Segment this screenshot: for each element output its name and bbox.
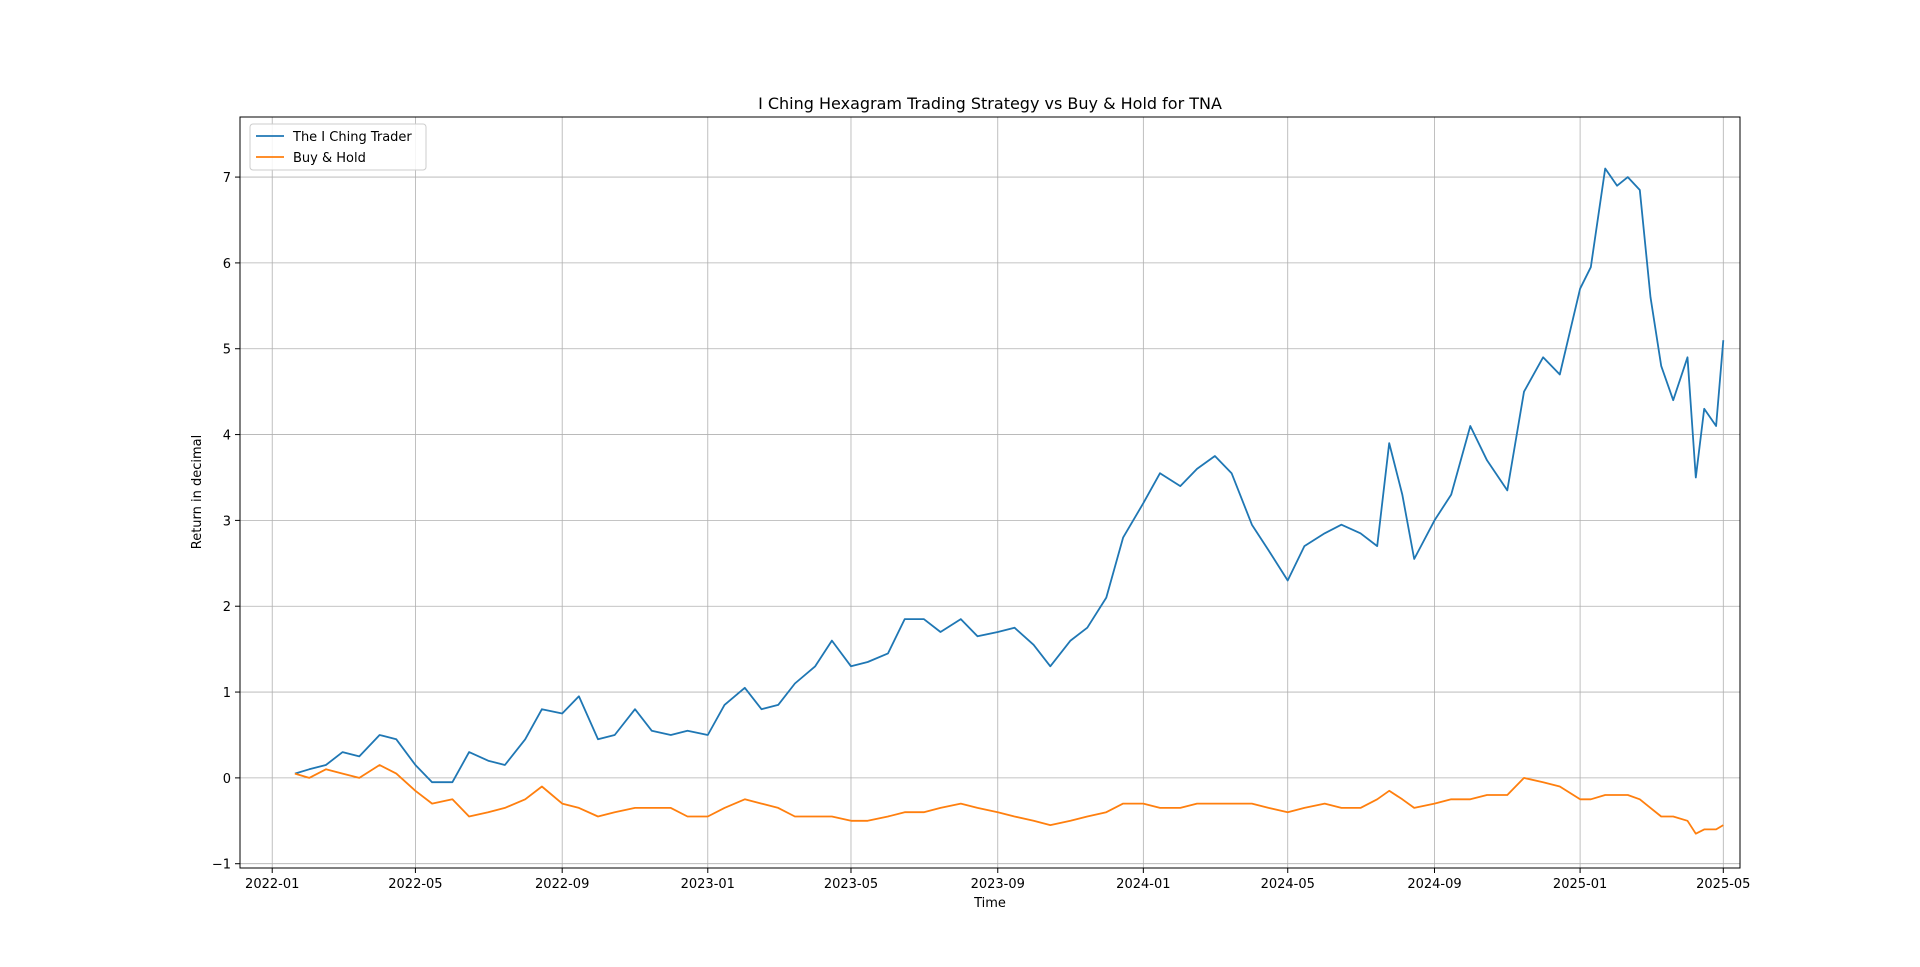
x-tick-label: 2025-05 bbox=[1696, 877, 1750, 892]
x-tick-label: 2025-01 bbox=[1553, 877, 1607, 892]
plot-frame bbox=[239, 116, 1741, 869]
y-tick-label: −1 bbox=[212, 858, 231, 873]
y-tick-label: 1 bbox=[223, 686, 231, 701]
series-line-1 bbox=[294, 764, 1724, 835]
x-tick-label: 2024-09 bbox=[1407, 877, 1461, 892]
series-layer bbox=[294, 167, 1725, 835]
grid bbox=[240, 117, 1740, 868]
y-tick-label: 6 bbox=[223, 257, 231, 272]
x-axis: 2022-01 2022-05 2022-09 2023-01 2023-05 2023-… bbox=[245, 868, 1750, 892]
legend: The I Ching Trader Buy & Hold bbox=[249, 123, 427, 171]
y-axis-label: Return in decimal bbox=[190, 435, 205, 550]
legend-label-0: The I Ching Trader bbox=[292, 130, 412, 145]
y-tick-label: 0 bbox=[223, 772, 231, 787]
legend-box bbox=[249, 123, 427, 171]
x-tick-label: 2023-09 bbox=[971, 877, 1025, 892]
y-tick-label: 3 bbox=[223, 514, 231, 529]
x-tick-label: 2022-01 bbox=[245, 877, 299, 892]
x-tick-label: 2022-09 bbox=[535, 877, 589, 892]
y-axis: −1 0 1 2 3 4 5 6 7 bbox=[212, 171, 240, 873]
x-tick-label: 2023-05 bbox=[824, 877, 878, 892]
x-axis-label: Time bbox=[973, 896, 1006, 911]
y-tick-label: 2 bbox=[223, 600, 231, 615]
legend-label-1: Buy & Hold bbox=[293, 151, 366, 166]
y-tick-label: 7 bbox=[223, 171, 231, 186]
x-tick-label: 2024-05 bbox=[1261, 877, 1315, 892]
y-tick-label: 4 bbox=[223, 429, 231, 444]
x-tick-label: 2022-05 bbox=[388, 877, 442, 892]
chart-title: I Ching Hexagram Trading Strategy vs Buy… bbox=[758, 94, 1222, 113]
y-tick-label: 5 bbox=[223, 343, 231, 358]
x-tick-label: 2024-01 bbox=[1116, 877, 1170, 892]
series-line-0 bbox=[294, 167, 1725, 784]
x-tick-label: 2023-01 bbox=[681, 877, 735, 892]
